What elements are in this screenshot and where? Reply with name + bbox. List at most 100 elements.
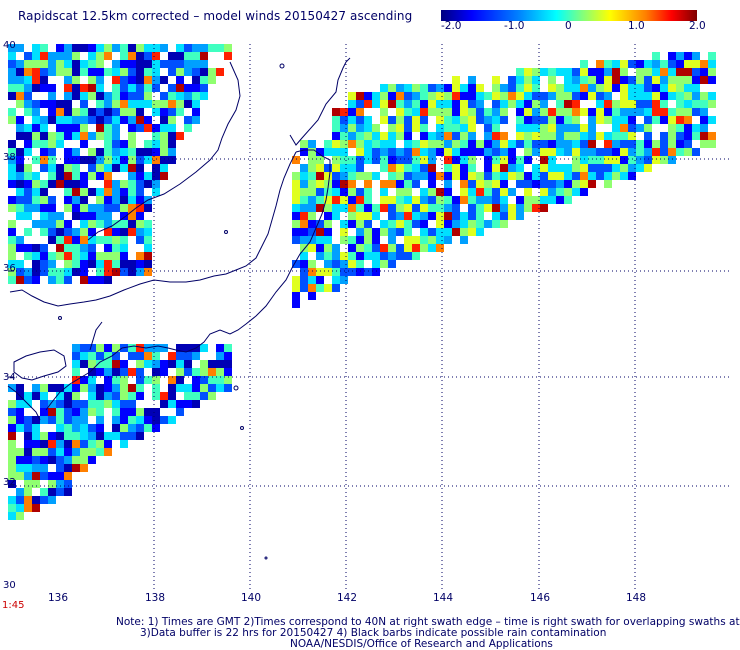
- wind-cell: [484, 92, 492, 100]
- wind-cell: [144, 76, 152, 84]
- wind-cell: [588, 180, 596, 188]
- wind-cell: [24, 432, 32, 440]
- wind-cell: [112, 140, 120, 148]
- wind-cell: [388, 156, 396, 164]
- wind-cell: [388, 212, 396, 220]
- wind-cell: [596, 148, 604, 156]
- wind-cell: [628, 100, 636, 108]
- wind-cell: [548, 148, 556, 156]
- wind-cell: [72, 132, 80, 140]
- wind-cell: [596, 76, 604, 84]
- wind-cell: [412, 244, 420, 252]
- wind-cell: [524, 124, 532, 132]
- wind-cell: [460, 92, 468, 100]
- wind-cell: [412, 116, 420, 124]
- wind-cell: [64, 408, 72, 416]
- wind-cell: [72, 44, 80, 52]
- wind-cell: [96, 448, 104, 456]
- wind-cell: [160, 124, 168, 132]
- wind-cell: [308, 188, 316, 196]
- wind-cell: [428, 100, 436, 108]
- wind-cell: [144, 228, 152, 236]
- wind-cell: [332, 188, 340, 196]
- wind-cell: [708, 52, 716, 60]
- wind-cell: [388, 260, 396, 268]
- wind-cell: [508, 76, 516, 84]
- wind-cell: [588, 172, 596, 180]
- wind-cell: [372, 228, 380, 236]
- wind-cell: [32, 204, 40, 212]
- wind-cell: [80, 132, 88, 140]
- wind-cell: [72, 368, 80, 376]
- wind-cell: [72, 84, 80, 92]
- wind-cell: [404, 140, 412, 148]
- wind-cell: [16, 68, 24, 76]
- wind-cell: [176, 360, 184, 368]
- wind-cell: [152, 424, 160, 432]
- wind-cell: [508, 172, 516, 180]
- wind-cell: [48, 116, 56, 124]
- wind-cell: [380, 148, 388, 156]
- wind-cell: [300, 220, 308, 228]
- wind-cell: [80, 260, 88, 268]
- wind-cell: [104, 92, 112, 100]
- wind-cell: [200, 76, 208, 84]
- wind-cell: [356, 196, 364, 204]
- wind-cell: [88, 352, 96, 360]
- wind-cell: [120, 360, 128, 368]
- wind-cell: [64, 480, 72, 488]
- wind-cell: [40, 52, 48, 60]
- wind-cell: [88, 260, 96, 268]
- wind-cell: [628, 132, 636, 140]
- wind-cell: [420, 116, 428, 124]
- wind-cell: [300, 268, 308, 276]
- wind-cell: [120, 392, 128, 400]
- wind-cell: [428, 84, 436, 92]
- wind-cell: [48, 456, 56, 464]
- wind-cell: [120, 236, 128, 244]
- wind-cell: [380, 252, 388, 260]
- wind-cell: [308, 212, 316, 220]
- wind-cell: [316, 236, 324, 244]
- wind-cell: [16, 172, 24, 180]
- wind-cell: [452, 164, 460, 172]
- wind-cell: [200, 392, 208, 400]
- wind-cell: [16, 196, 24, 204]
- wind-cell: [492, 140, 500, 148]
- wind-cell: [340, 196, 348, 204]
- wind-cell: [80, 236, 88, 244]
- wind-cell: [356, 132, 364, 140]
- wind-cell: [692, 60, 700, 68]
- wind-cell: [516, 156, 524, 164]
- wind-cell: [216, 384, 224, 392]
- wind-cell: [40, 212, 48, 220]
- wind-cell: [80, 456, 88, 464]
- wind-cell: [396, 228, 404, 236]
- wind-cell: [56, 480, 64, 488]
- wind-cell: [88, 76, 96, 84]
- wind-cell: [48, 384, 56, 392]
- wind-cell: [88, 440, 96, 448]
- wind-cell: [692, 124, 700, 132]
- wind-cell: [612, 148, 620, 156]
- wind-cell: [292, 276, 300, 284]
- wind-cell: [216, 352, 224, 360]
- wind-cell: [128, 408, 136, 416]
- wind-cell: [104, 116, 112, 124]
- wind-cell: [128, 188, 136, 196]
- wind-cell: [508, 188, 516, 196]
- wind-cell: [356, 164, 364, 172]
- wind-cell: [144, 376, 152, 384]
- wind-cell: [412, 204, 420, 212]
- wind-cell: [168, 148, 176, 156]
- wind-cell: [556, 172, 564, 180]
- wind-cell: [660, 60, 668, 68]
- wind-cell: [428, 180, 436, 188]
- wind-cell: [96, 124, 104, 132]
- wind-cell: [468, 164, 476, 172]
- wind-cell: [628, 76, 636, 84]
- wind-cell: [524, 196, 532, 204]
- wind-cell: [88, 172, 96, 180]
- wind-cell: [412, 140, 420, 148]
- wind-cell: [112, 368, 120, 376]
